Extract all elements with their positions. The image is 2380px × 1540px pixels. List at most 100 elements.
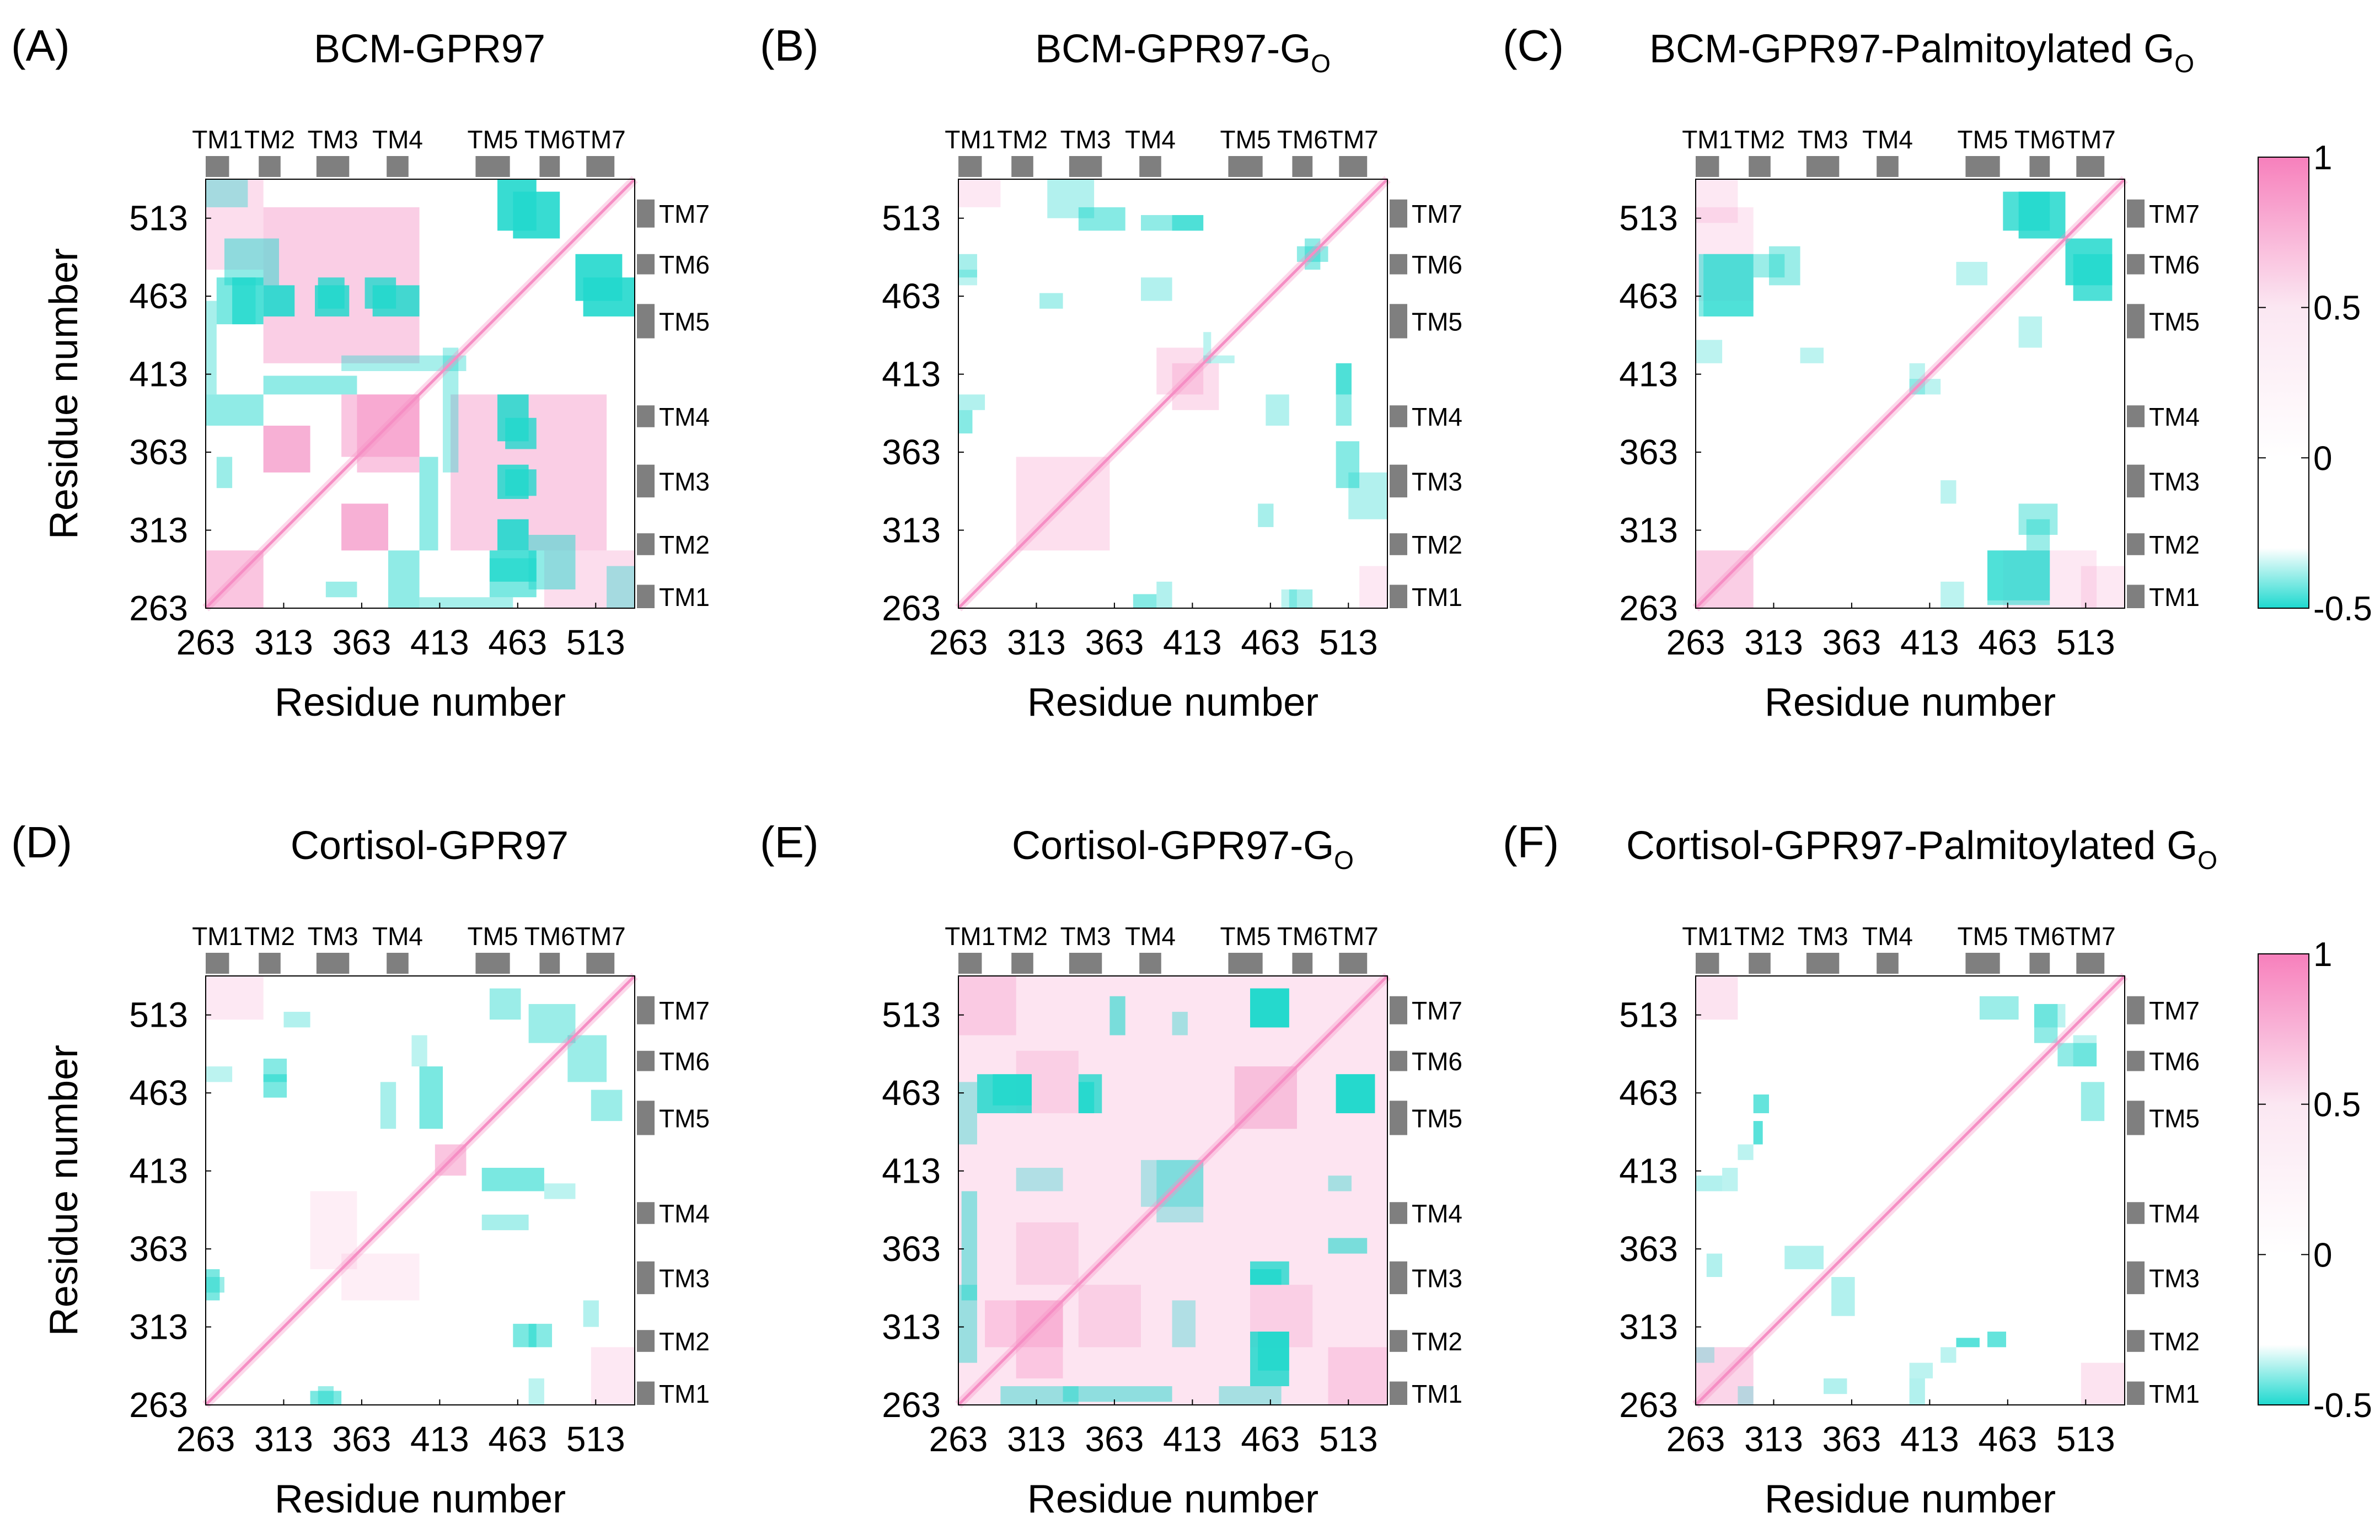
x-tick-label: 363 [1822,623,1882,662]
tm-bar-right [637,304,655,339]
y-tick-label: 463 [1619,1073,1678,1113]
cyan-correlation-block-mirror [481,1167,544,1192]
cyan-correlation-block-mirror [1000,1386,1079,1405]
cyan-correlation-block-mirror [1281,589,1297,608]
cyan-correlation-block-mirror [1941,480,1956,504]
cyan-correlation-block [1336,363,1352,426]
pink-correlation-block [1078,1285,1141,1348]
x-tick-label: 413 [1163,623,1222,662]
cyan-correlation-block [2073,254,2113,301]
cyan-correlation-block-mirror [1703,254,1754,316]
cyan-correlation-block [1738,1144,1754,1160]
cyan-correlation-block-mirror [528,1378,544,1405]
tm-label-right: TM4 [1412,1199,1462,1228]
x-axis-label: Residue number [1765,1477,2056,1521]
y-tick-label: 313 [129,1307,188,1347]
tm-bar-top [1292,953,1313,974]
x-tick-label: 413 [410,623,469,662]
cyan-correlation-block-mirror [2026,519,2050,551]
cyan-correlation-block [1696,1347,1714,1363]
tm-bar-top [2076,953,2105,974]
tm-label-top: TM1 [192,125,243,154]
pink-correlation-block [341,503,389,551]
cyan-correlation-block-mirror [1141,215,1204,231]
tm-bar-right [2127,304,2145,339]
cyan-correlation-block-mirror [528,1004,576,1043]
x-tick-label: 463 [488,623,547,662]
tm-label-right: TM5 [2149,1104,2200,1133]
x-tick-label: 313 [1744,623,1803,662]
x-tick-label: 363 [1085,623,1144,662]
tm-bar-right [2127,533,2145,555]
tm-label-top: TM6 [524,922,575,951]
tm-bar-right [637,1381,655,1405]
tm-label-top: TM1 [192,922,243,951]
tm-bar-top [475,953,510,974]
y-tick-label: 313 [882,511,941,550]
tm-bar-top [1965,156,2000,177]
y-tick-label: 313 [1619,511,1678,550]
tm-bar-right [637,405,655,427]
cyan-correlation-block [2057,1043,2097,1067]
y-tick-label: 263 [882,588,941,628]
cyan-correlation-block [1063,1386,1172,1402]
x-tick-label: 263 [176,623,235,662]
tm-bar-top [539,953,560,974]
tm-bar-top [958,156,982,177]
tm-bar-right [2127,1101,2145,1135]
x-tick-label: 413 [1900,1419,1959,1459]
tm-label-right: TM5 [1412,1104,1462,1133]
cyan-correlation-block [497,394,529,442]
y-tick-label: 413 [1619,355,1678,394]
tm-label-right: TM1 [2149,583,2200,611]
tm-label-top: TM2 [997,922,1048,951]
tm-bar-top [387,953,409,974]
tm-label-right: TM3 [2149,1264,2200,1292]
tm-bar-right [1390,405,1407,427]
y-tick-label: 313 [129,511,188,550]
tm-bar-top [1806,953,1840,974]
cyan-correlation-block [958,270,977,286]
cyan-correlation-block-mirror [419,457,438,551]
x-tick-label: 313 [1007,1419,1066,1459]
panels-layer: (A) BCM-GPR972632633133133633634134134634… [11,21,2217,1521]
cyan-correlation-block [263,375,357,395]
y-tick-label: 513 [129,198,188,238]
tm-label-right: TM4 [659,403,710,431]
tm-label-right: TM1 [1412,1380,1462,1408]
tm-bar-right [2127,1202,2145,1224]
tm-label-top: TM4 [1125,125,1176,154]
tm-bar-right [637,996,655,1024]
cyan-correlation-block-mirror [1941,1347,1956,1363]
x-tick-label: 363 [1822,1419,1882,1459]
y-tick-label: 413 [129,355,188,394]
y-tick-label: 463 [882,1073,941,1113]
x-tick-label: 463 [488,1419,547,1459]
tm-label-right: TM6 [2149,250,2200,279]
x-tick-label: 263 [1666,1419,1725,1459]
x-axis-label: Residue number [275,1477,566,1521]
cyan-correlation-block-mirror [961,1191,977,1301]
cyan-correlation-block [206,179,248,207]
tm-bar-right [2127,996,2145,1024]
tm-label-top: TM2 [997,125,1048,154]
y-tick-label: 513 [882,995,941,1035]
pink-correlation-block [341,1253,420,1301]
tm-label-top: TM3 [308,922,358,951]
tm-label-right: TM6 [659,1047,710,1076]
cyan-correlation-block-mirror [1039,293,1063,309]
tm-label-right: TM6 [1412,250,1462,279]
x-tick-label: 463 [1978,1419,2037,1459]
cyan-correlation-block [325,581,357,598]
tm-bar-top [259,953,281,974]
cyan-correlation-block [1909,379,1941,395]
tm-label-top: TM4 [1862,922,1913,951]
x-tick-label: 513 [1319,623,1378,662]
x-tick-label: 263 [929,623,988,662]
x-tick-label: 413 [410,1419,469,1459]
cyan-correlation-block-mirror [583,1300,599,1327]
colorbar-tick-label: -0.5 [2313,1387,2372,1425]
